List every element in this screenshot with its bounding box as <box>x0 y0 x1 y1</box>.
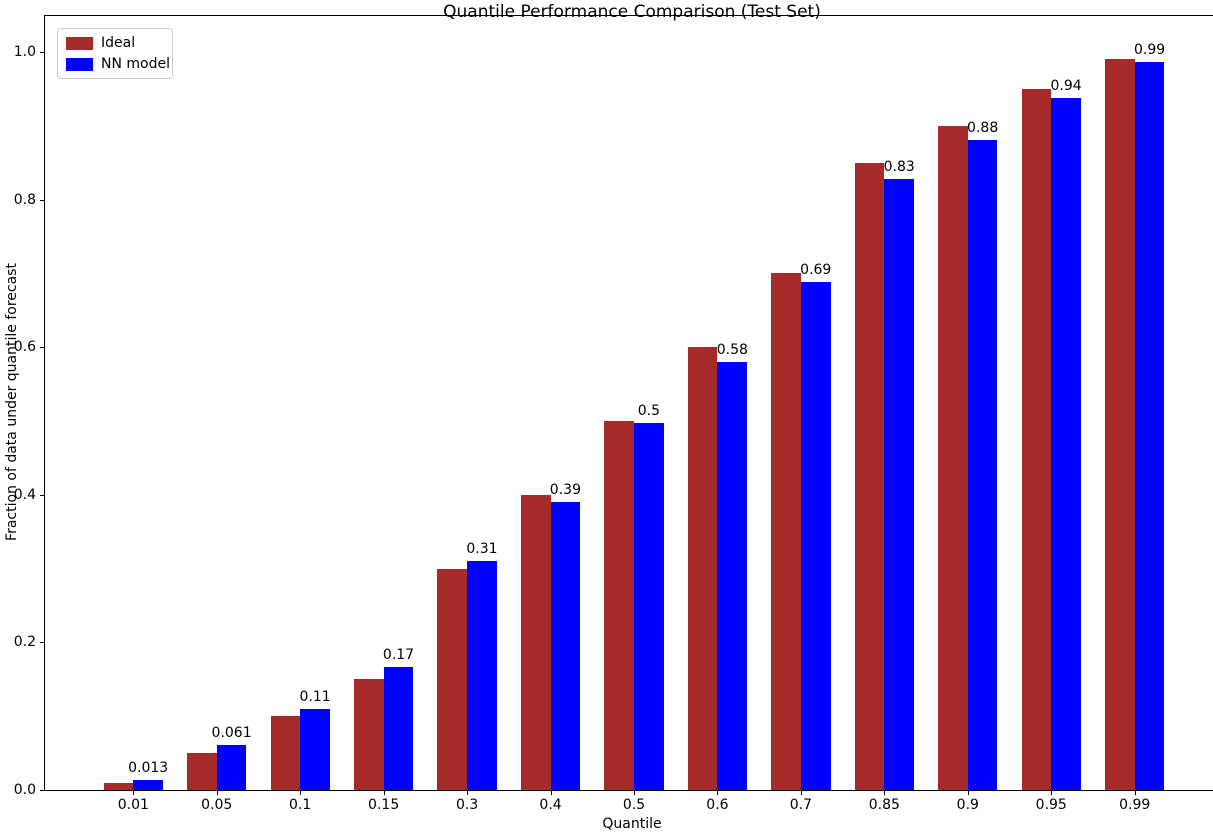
bar-value-label: 0.58 <box>716 341 748 358</box>
x-tick-mark <box>634 791 635 795</box>
x-tick-label: 0.1 <box>289 797 312 813</box>
x-tick-label: 0.3 <box>455 797 479 813</box>
bar-ideal-0.1 <box>270 716 301 790</box>
bar-value-label: 0.88 <box>967 119 999 136</box>
y-tick-mark <box>40 790 44 791</box>
y-tick-label: 0.4 <box>13 486 36 503</box>
x-tick-mark <box>1134 791 1136 795</box>
bar-ideal-0.01 <box>103 782 134 790</box>
bar-value-label: 0.99 <box>1133 42 1166 59</box>
legend: Ideal NN model <box>57 28 173 79</box>
bar-nn-model-0.85 <box>884 178 915 790</box>
y-tick-mark <box>40 642 44 644</box>
bar-nn-model-0.01 <box>133 780 163 790</box>
bar-value-label: 0.39 <box>549 482 581 499</box>
bar-value-label: 0.5 <box>637 403 660 420</box>
x-tick-label: 0.95 <box>1035 797 1067 813</box>
x-tick-mark <box>800 791 802 795</box>
x-tick-label: 0.05 <box>201 797 233 813</box>
y-tick-mark <box>40 494 44 496</box>
bar-ideal-0.3 <box>437 568 468 790</box>
x-tick-label: 0.85 <box>868 797 900 813</box>
bar-value-label: 0.11 <box>299 688 331 705</box>
x-tick-mark <box>300 791 302 795</box>
x-tick-label: 0.4 <box>539 797 562 813</box>
bar-ideal-0.7 <box>771 273 801 790</box>
x-tick-mark <box>383 791 385 795</box>
bar-ideal-0.5 <box>604 421 634 790</box>
top-spine <box>44 15 1213 16</box>
legend-entry-ideal: Ideal <box>66 35 164 51</box>
bar-value-label: 0.31 <box>466 541 498 558</box>
bar-nn-model-0.6 <box>717 361 748 790</box>
legend-swatch-icon <box>66 36 93 50</box>
x-tick-mark <box>967 791 969 795</box>
y-tick-label: 0.2 <box>13 634 36 651</box>
bar-nn-model-0.4 <box>550 502 581 790</box>
x-axis-line <box>44 790 1213 791</box>
legend-entry-nn-model: NN model <box>66 56 170 72</box>
bar-value-label: 0.83 <box>883 158 915 175</box>
x-tick-mark <box>133 791 135 795</box>
left-spine <box>44 15 45 791</box>
x-axis-label: Quantile <box>602 816 662 832</box>
y-tick-mark <box>40 52 44 53</box>
x-tick-label: 0.6 <box>706 797 729 813</box>
x-tick-mark <box>717 791 719 795</box>
bar-ideal-0.4 <box>520 494 551 790</box>
bar-nn-model-0.9 <box>967 139 998 790</box>
bar-nn-model-0.15 <box>383 666 414 790</box>
y-tick-mark <box>40 347 44 349</box>
bar-ideal-0.95 <box>1021 88 1052 790</box>
chart-title: Quantile Performance Comparison (Test Se… <box>443 2 821 22</box>
y-tick-mark <box>40 199 44 201</box>
x-tick-mark <box>216 791 218 795</box>
x-tick-label: 0.15 <box>368 797 400 813</box>
x-tick-label: 0.5 <box>622 797 646 813</box>
legend-swatch-icon <box>66 57 93 71</box>
y-tick-label: 0.6 <box>13 339 36 356</box>
x-tick-label: 0.7 <box>789 797 813 813</box>
bar-value-label: 0.061 <box>211 724 252 741</box>
bar-ideal-0.9 <box>938 125 968 790</box>
y-tick-label: 1.0 <box>13 44 36 60</box>
bar-ideal-0.05 <box>187 753 217 790</box>
x-tick-label: 0.99 <box>1119 797 1151 813</box>
x-tick-mark <box>884 791 886 795</box>
legend-label: Ideal <box>101 35 136 51</box>
y-tick-label: 0.8 <box>13 191 36 208</box>
x-tick-label: 0.9 <box>956 797 979 813</box>
bar-value-label: 0.013 <box>128 760 169 777</box>
bar-nn-model-0.95 <box>1051 98 1081 790</box>
bar-ideal-0.6 <box>687 347 718 790</box>
bar-nn-model-0.7 <box>800 282 831 790</box>
bar-value-label: 0.69 <box>800 262 832 279</box>
bar-nn-model-0.99 <box>1134 62 1165 790</box>
x-tick-mark <box>467 791 469 795</box>
bar-ideal-0.15 <box>353 679 384 790</box>
x-tick-mark <box>550 791 552 795</box>
bar-value-label: 0.94 <box>1050 78 1082 95</box>
bar-nn-model-0.1 <box>300 708 330 790</box>
bar-ideal-0.85 <box>854 162 885 790</box>
bar-ideal-0.99 <box>1105 59 1135 790</box>
bar-nn-model-0.3 <box>467 561 497 790</box>
x-tick-label: 0.01 <box>117 797 149 813</box>
x-tick-mark <box>1051 791 1053 795</box>
bar-nn-model-0.05 <box>216 744 247 790</box>
bar-value-label: 0.17 <box>382 646 415 663</box>
y-tick-label: 0.0 <box>13 782 36 798</box>
bar-nn-model-0.5 <box>634 423 664 790</box>
legend-label: NN model <box>101 56 170 72</box>
